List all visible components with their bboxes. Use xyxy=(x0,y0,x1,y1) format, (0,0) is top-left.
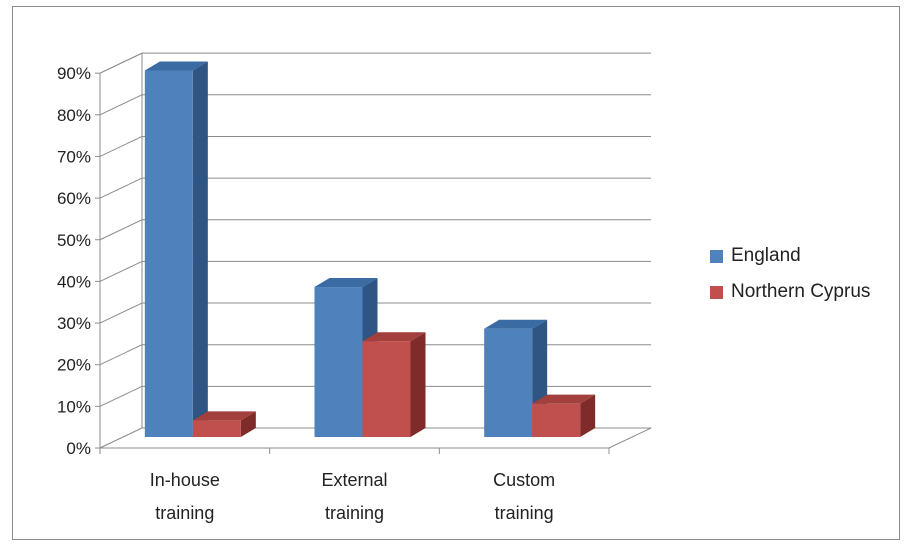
y-tick-label: 0% xyxy=(66,439,91,458)
x-tick-label: External xyxy=(321,470,387,490)
legend: England Northern Cyprus xyxy=(710,245,870,317)
bar-northern-cyprus-3 xyxy=(532,394,596,437)
gridline-side-90 xyxy=(99,52,143,74)
gridline-side-50 xyxy=(99,219,143,241)
legend-item-northern-cyprus: Northern Cyprus xyxy=(710,281,870,303)
chart-frame: 0% 10% 20% 30% 40% 50% 60% 70% 80% 90% In-house tra… xyxy=(12,6,900,540)
y-tick-label: 90% xyxy=(57,64,91,83)
legend-swatch-england xyxy=(710,249,723,263)
y-tick-label: 30% xyxy=(57,314,91,333)
x-tick-label: Custom xyxy=(493,470,555,490)
bar-england-1 xyxy=(144,61,208,438)
gridline-side-40 xyxy=(99,260,143,282)
y-tick-label: 40% xyxy=(57,272,91,291)
y-tick-label: 10% xyxy=(57,397,91,416)
y-tick-label: 20% xyxy=(57,356,91,375)
y-tick-label: 70% xyxy=(57,147,91,166)
legend-label-england: England xyxy=(731,245,801,266)
x-tick-label: training xyxy=(325,503,384,523)
bar-northern-cyprus-1 xyxy=(192,411,256,437)
y-tick-label: 60% xyxy=(57,189,91,208)
gridline-side-30 xyxy=(99,302,143,324)
chart-plot: 0% 10% 20% 30% 40% 50% 60% 70% 80% 90% In-house tra… xyxy=(57,52,652,523)
x-tick-label: In-house xyxy=(150,470,220,490)
gridline-side-10 xyxy=(99,385,143,407)
y-tick-label: 50% xyxy=(57,231,91,250)
gridline-side-60 xyxy=(99,177,143,199)
gridline-side-70 xyxy=(99,135,143,157)
gridline-side-80 xyxy=(99,94,143,116)
side-wall xyxy=(99,52,143,449)
bar-northern-cyprus-2 xyxy=(362,332,426,437)
legend-swatch-northern-cyprus xyxy=(710,285,723,299)
legend-item-england: England xyxy=(710,245,870,267)
gridline-side-20 xyxy=(99,344,143,366)
x-tick-label: training xyxy=(495,503,554,523)
legend-label-northern-cyprus: Northern Cyprus xyxy=(731,281,871,302)
y-tick-label: 80% xyxy=(57,106,91,125)
x-tick-label: training xyxy=(155,503,214,523)
